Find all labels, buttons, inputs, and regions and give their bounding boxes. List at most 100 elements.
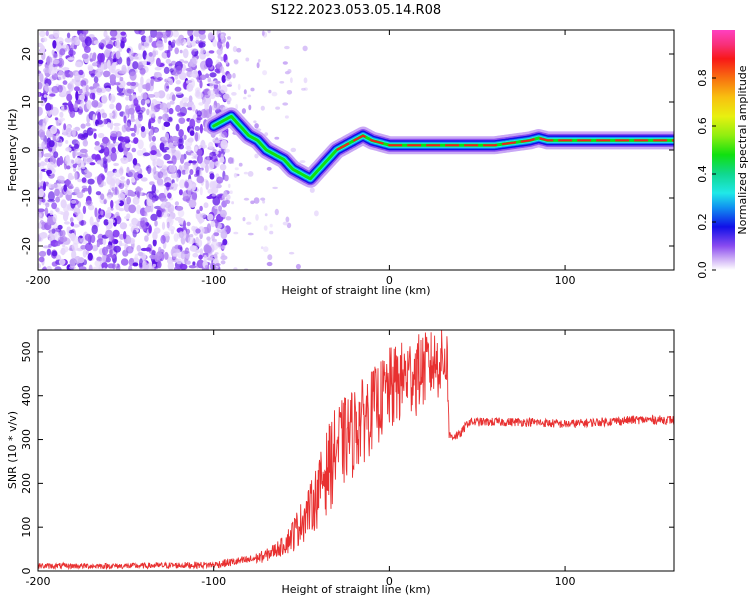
noise-speckle [178,189,183,196]
noise-speckle [81,53,89,60]
noise-speckle [139,258,143,268]
spectrogram-xlabel: Height of straight line (km) [281,284,430,297]
y-tick-label: 20 [20,47,33,61]
noise-speckle [109,181,116,191]
noise-speckle [175,205,184,211]
noise-speckle [46,248,52,256]
noise-speckle [290,147,297,153]
noise-speckle [266,261,273,267]
noise-speckle [174,266,181,270]
noise-speckle [161,221,166,230]
noise-speckle [206,223,212,234]
noise-speckle [133,97,139,107]
noise-speckle [223,190,228,198]
noise-speckle [64,221,70,225]
noise-speckle [154,220,158,227]
noise-speckle [158,116,163,120]
noise-speckle [138,43,142,51]
noise-speckle [165,58,171,64]
noise-speckle [41,198,46,203]
noise-speckle [47,215,52,226]
noise-speckle [79,94,85,101]
noise-speckle [110,151,117,162]
noise-speckle [191,160,198,164]
noise-speckle [175,91,183,95]
noise-speckle [73,143,80,150]
noise-speckle [221,252,225,258]
noise-speckle [102,70,111,78]
noise-speckle [178,129,184,138]
noise-speckle [69,258,76,269]
noise-speckle [92,266,101,270]
noise-speckle [156,152,162,157]
noise-speckle [38,250,47,257]
noise-speckle [284,115,289,119]
noise-speckle [66,226,71,231]
noise-speckle [84,36,92,47]
noise-speckle [250,87,255,92]
noise-speckle [98,101,103,108]
noise-speckle [215,91,219,95]
noise-speckle [49,93,56,97]
noise-speckle [54,266,62,270]
noise-speckle [131,177,136,183]
figure-title: S122.2023.053.05.14.R08 [271,3,441,18]
noise-speckle [164,251,169,260]
noise-speckle [144,235,149,242]
noise-speckle [140,35,147,43]
noise-speckle [174,47,179,55]
noise-speckle [194,173,198,178]
noise-speckle [155,31,164,39]
noise-speckle [215,102,221,111]
noise-speckle [102,136,109,144]
noise-speckle [257,59,261,63]
noise-speckle [111,110,116,119]
y-tick-label: 500 [20,341,33,362]
noise-speckle [188,265,197,269]
noise-speckle [172,182,176,187]
noise-speckle [134,30,142,35]
noise-speckle [42,37,48,42]
noise-speckle [156,178,164,186]
noise-speckle [77,237,82,244]
noise-speckle [120,157,129,165]
noise-speckle [38,181,41,188]
noise-speckle [163,146,170,151]
noise-speckle [233,231,239,235]
noise-speckle [134,165,141,172]
noise-speckle [97,53,103,63]
noise-speckle [137,251,144,257]
noise-speckle [142,262,150,270]
noise-speckle [132,229,137,238]
noise-speckle [269,223,273,228]
noise-speckle [192,183,197,191]
noise-speckle [184,164,189,170]
noise-speckle [181,169,187,175]
y-tick-label: 100 [20,517,33,538]
noise-speckle [156,57,161,67]
noise-speckle [166,49,171,58]
noise-speckle [39,30,46,38]
noise-speckle [101,262,108,270]
noise-speckle [111,147,117,154]
noise-speckle [132,56,139,60]
noise-speckle [140,126,146,132]
snr-frame [37,329,675,572]
noise-speckle [115,211,120,217]
noise-speckle [186,37,191,46]
noise-speckle [77,178,83,183]
noise-speckle [87,185,92,195]
noise-speckle [89,162,96,166]
noise-speckle [72,149,76,159]
noise-speckle [178,138,183,143]
snr-marks [38,330,674,571]
noise-speckle [196,154,203,164]
noise-speckle [52,53,58,59]
noise-speckle [42,245,50,249]
noise-speckle [124,216,130,220]
noise-speckle [154,66,162,71]
noise-speckle [217,54,222,59]
noise-speckle [44,77,49,83]
noise-speckle [123,115,127,124]
noise-speckle [256,62,260,69]
